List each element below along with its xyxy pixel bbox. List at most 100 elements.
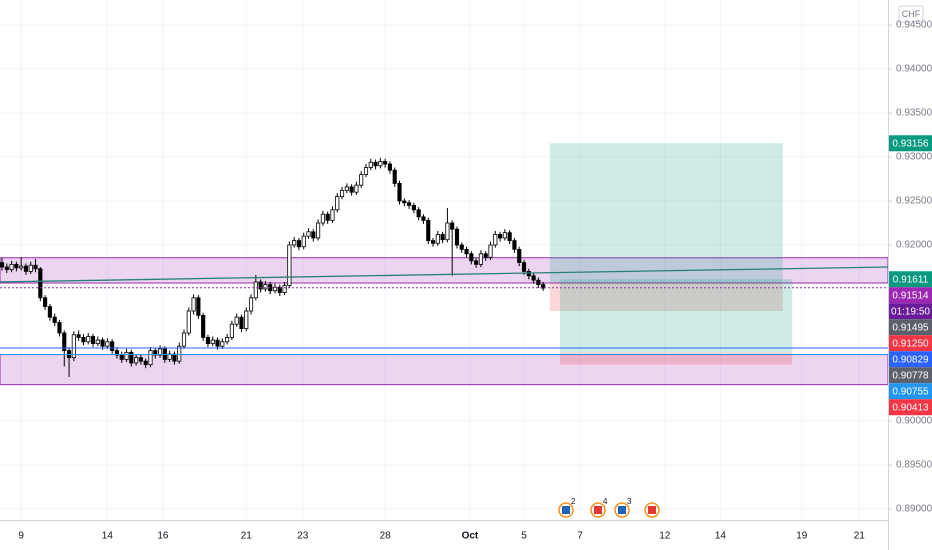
candle-body xyxy=(105,341,110,347)
price-tag-label: 0.90755 xyxy=(892,386,929,397)
y-tick-label: 0.92500 xyxy=(896,196,932,207)
candle-body xyxy=(57,322,62,334)
candle-body xyxy=(177,345,182,362)
x-tick-label: 9 xyxy=(18,531,24,542)
candle-body xyxy=(71,334,76,359)
price-tag xyxy=(889,135,932,152)
candle-body xyxy=(52,316,57,323)
y-tick-label: 0.89000 xyxy=(896,504,932,515)
y-tick-label: 0.89500 xyxy=(896,460,932,471)
x-tick-label: 19 xyxy=(796,531,808,542)
candle-body xyxy=(502,232,507,239)
candle-body xyxy=(383,160,388,165)
price-tag-label: 0.90413 xyxy=(892,402,929,413)
candle-body xyxy=(43,297,48,307)
candle-body xyxy=(325,213,330,221)
candle-body xyxy=(359,174,364,186)
price-tag-label: 0.90829 xyxy=(892,354,929,365)
zone xyxy=(559,352,793,365)
candle-body xyxy=(282,285,287,293)
candle-body xyxy=(330,209,335,221)
candle-body xyxy=(445,222,450,241)
candle-body xyxy=(392,169,397,184)
price-tag-label: 0.93156 xyxy=(892,138,929,149)
candle-body xyxy=(373,161,378,167)
x-tick-label: 7 xyxy=(577,531,583,542)
candle-body xyxy=(517,248,522,263)
candle-body xyxy=(426,219,431,241)
event-count: 4 xyxy=(603,497,608,506)
zones xyxy=(0,143,889,386)
price-tag xyxy=(889,367,932,384)
candle-body xyxy=(521,262,527,272)
candle-body xyxy=(488,244,493,258)
y-tick-label: 0.93500 xyxy=(896,108,932,119)
price-tag xyxy=(889,303,932,320)
candle-body xyxy=(335,196,340,211)
event-count: 2 xyxy=(571,497,576,506)
candle-body xyxy=(454,228,460,246)
axes: 9 14 16 21 23 28 Oct 5 7 12 14 19 210.890000.895000.… xyxy=(18,20,932,542)
candle-body xyxy=(90,336,96,344)
candle-body xyxy=(28,264,33,272)
candle-body xyxy=(536,279,541,285)
events: 2 4 3 xyxy=(558,497,660,518)
candle-body xyxy=(258,281,263,290)
candle-body xyxy=(349,186,354,193)
candle-body xyxy=(531,275,536,281)
price-tag xyxy=(889,287,932,304)
candle-body xyxy=(86,336,91,343)
candle-body xyxy=(234,316,239,325)
candle-body xyxy=(478,253,484,265)
price-tag-label: 0.91611 xyxy=(893,274,929,285)
event-flag xyxy=(562,506,570,514)
candle-body xyxy=(292,240,297,246)
y-tick-label: 0.92000 xyxy=(896,240,932,251)
candle-body xyxy=(320,213,325,224)
price-tag-label: 0.91514 xyxy=(892,290,929,301)
price-tag xyxy=(889,271,932,288)
candle-body xyxy=(229,323,234,338)
candle-body xyxy=(507,232,512,241)
candle-body xyxy=(435,234,440,244)
candle-body xyxy=(62,332,67,351)
candle-body xyxy=(450,222,455,230)
candle-body xyxy=(186,310,191,334)
candle-body xyxy=(498,234,503,239)
currency-box[interactable] xyxy=(898,5,924,23)
candle-body xyxy=(263,284,268,290)
grid xyxy=(0,0,888,520)
candle-body xyxy=(225,336,230,343)
candle-body xyxy=(474,260,479,265)
candle-body xyxy=(47,306,52,318)
candle-body xyxy=(14,263,19,269)
event-flag xyxy=(594,506,602,514)
y-tick-label: 0.94500 xyxy=(896,20,932,31)
candle-body xyxy=(541,284,546,289)
candle-body xyxy=(138,357,143,362)
candle-body xyxy=(181,332,187,347)
x-tick-label: 16 xyxy=(157,531,169,542)
price-tag xyxy=(889,319,932,336)
candle-body xyxy=(411,204,416,211)
candle-body xyxy=(368,161,373,168)
candle-body xyxy=(215,339,220,347)
candle-body xyxy=(119,354,124,360)
candle-body xyxy=(253,281,258,299)
candle-body xyxy=(210,339,215,344)
candle-body xyxy=(354,184,359,193)
candle-body xyxy=(76,334,81,338)
candle-body xyxy=(95,339,100,344)
candle-body xyxy=(248,297,254,312)
candle-body xyxy=(378,160,383,167)
candle-body xyxy=(277,286,282,293)
x-tick-label: 12 xyxy=(659,531,671,542)
candle-body xyxy=(172,353,177,362)
price-tag-label: 0.90778 xyxy=(892,370,929,381)
candle-body xyxy=(124,351,129,360)
candle-body xyxy=(339,190,345,197)
candle-body xyxy=(143,360,148,366)
candle-body xyxy=(416,209,421,218)
price-tag xyxy=(889,383,932,400)
